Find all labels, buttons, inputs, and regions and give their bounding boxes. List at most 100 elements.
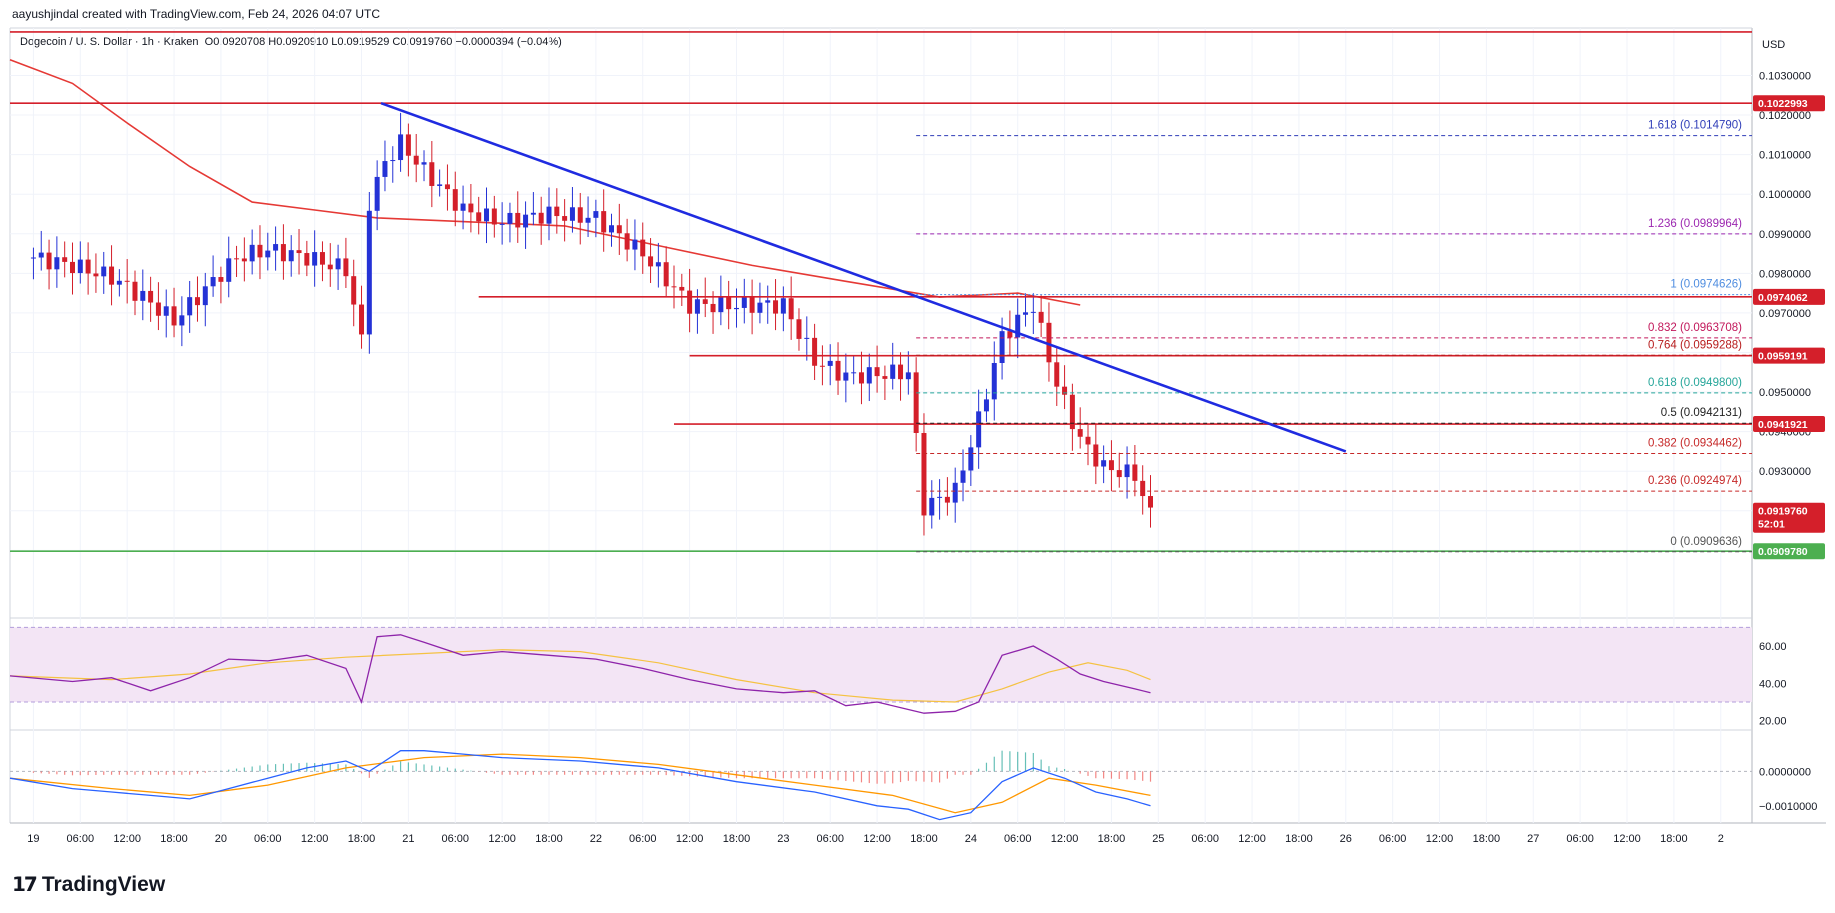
moving-average-line xyxy=(9,58,1081,306)
macd-signal-line xyxy=(9,753,1151,814)
candle-body xyxy=(874,367,880,377)
candle-body xyxy=(773,300,779,314)
price-axis: USD 0.1030000 0.1020000 0.1010000 0.1000000 0… xyxy=(10,39,1811,557)
rsi-line xyxy=(9,634,1151,714)
time-tick-label: 06:00 xyxy=(67,833,95,845)
candle-body xyxy=(1046,322,1052,363)
candle-body xyxy=(140,290,146,301)
time-tick-label: 18:00 xyxy=(1660,833,1688,845)
time-tick-label: 12:00 xyxy=(1238,833,1266,845)
candle-body xyxy=(1007,331,1013,338)
candle-body xyxy=(944,496,950,503)
candle-body xyxy=(38,252,44,258)
candle-body xyxy=(507,212,513,224)
candle-body xyxy=(1132,464,1138,481)
fib-level-label: 0.764 (0.0959288) xyxy=(1648,339,1742,351)
candle-body xyxy=(46,252,52,270)
candle-body xyxy=(1015,314,1021,338)
candle-body xyxy=(882,376,888,379)
candle-body xyxy=(843,372,849,381)
candle-body xyxy=(351,276,357,305)
candle-body xyxy=(366,210,372,335)
price-tick-label: 0.1030000 xyxy=(1759,70,1811,82)
candle-body xyxy=(77,259,83,274)
candle-body xyxy=(319,252,325,265)
candle-body xyxy=(405,134,411,156)
candle-body xyxy=(663,262,669,287)
time-tick-label: 06:00 xyxy=(1004,833,1032,845)
price-tick-label: 0.0970000 xyxy=(1759,308,1811,320)
candle-body xyxy=(124,280,130,282)
candle-body xyxy=(640,239,646,257)
candle-body xyxy=(93,273,99,277)
candle-body xyxy=(952,482,958,503)
time-tick-label: 12:00 xyxy=(863,833,891,845)
candle-body xyxy=(991,362,997,400)
candle-body xyxy=(733,307,739,310)
time-tick-label: 12:00 xyxy=(1613,833,1641,845)
time-tick-label: 25 xyxy=(1152,833,1164,845)
candle-body xyxy=(1085,436,1091,445)
candle-body xyxy=(608,225,614,233)
candle-body xyxy=(179,315,185,326)
candle-body xyxy=(421,162,427,165)
time-tick-label: 27 xyxy=(1527,833,1539,845)
price-tick-label: 0.0990000 xyxy=(1759,229,1811,241)
candle-body xyxy=(194,297,200,306)
candle-body xyxy=(335,258,341,270)
price-tick-label: 0.0950000 xyxy=(1759,387,1811,399)
currency-label: USD xyxy=(1762,39,1785,51)
time-tick-label: 18:00 xyxy=(535,833,563,845)
candle-body xyxy=(163,306,169,316)
candle-body xyxy=(1108,460,1114,471)
candle-body xyxy=(788,298,794,320)
tradingview-brand[interactable]: 𝟭𝟳 TradingView xyxy=(12,872,165,897)
candle-body xyxy=(429,162,435,186)
candle-body xyxy=(273,244,279,251)
candle-body xyxy=(171,306,177,326)
rsi-tick-label: 40.00 xyxy=(1759,678,1787,690)
price-tick-label: 0.1000000 xyxy=(1759,189,1811,201)
candle-body xyxy=(796,319,802,339)
candle-body xyxy=(616,225,622,234)
time-tick-label: 06:00 xyxy=(816,833,844,845)
price-level-tag xyxy=(1753,288,1825,305)
candle-body xyxy=(296,250,302,254)
candle-body xyxy=(148,290,154,303)
candle-body xyxy=(523,214,529,228)
rsi-pane: 60.00 40.00 20.00 xyxy=(9,626,1787,728)
rsi-tick-label: 60.00 xyxy=(1759,641,1787,653)
candle-body xyxy=(898,364,904,380)
time-tick-label: 20 xyxy=(215,833,227,845)
candle-body xyxy=(921,432,927,516)
candle-body xyxy=(413,155,419,165)
candle-body xyxy=(491,208,497,225)
candle-body xyxy=(1077,429,1083,437)
time-tick-label: 23 xyxy=(777,833,789,845)
time-tick-label: 24 xyxy=(965,833,977,845)
price-tick-label: 0.0980000 xyxy=(1759,268,1811,280)
macd-line xyxy=(9,750,1151,821)
candle-body xyxy=(741,296,747,308)
tradingview-logo-icon: 𝟭𝟳 xyxy=(12,874,38,896)
time-tick-label: 2 xyxy=(1718,833,1724,845)
candle-body xyxy=(780,298,786,314)
descending-trendline xyxy=(380,101,1347,453)
candle-body xyxy=(155,302,161,316)
candle-body xyxy=(983,399,989,412)
time-tick-label: 26 xyxy=(1340,833,1352,845)
current-price-label: 0.0919760 xyxy=(1758,506,1808,518)
candle-body xyxy=(265,250,271,258)
candle-body xyxy=(109,266,115,285)
candle-body xyxy=(694,299,700,314)
price-level-tag-label: 0.0909780 xyxy=(1758,546,1808,558)
fib-level-label: 0.618 (0.0949800) xyxy=(1648,377,1742,389)
candle-body xyxy=(187,297,193,316)
candle-body xyxy=(343,258,349,277)
candle-body xyxy=(460,203,466,211)
candle-body xyxy=(866,367,872,384)
candle-body xyxy=(710,303,716,313)
candle-body xyxy=(437,184,443,186)
candle-body xyxy=(374,176,380,211)
